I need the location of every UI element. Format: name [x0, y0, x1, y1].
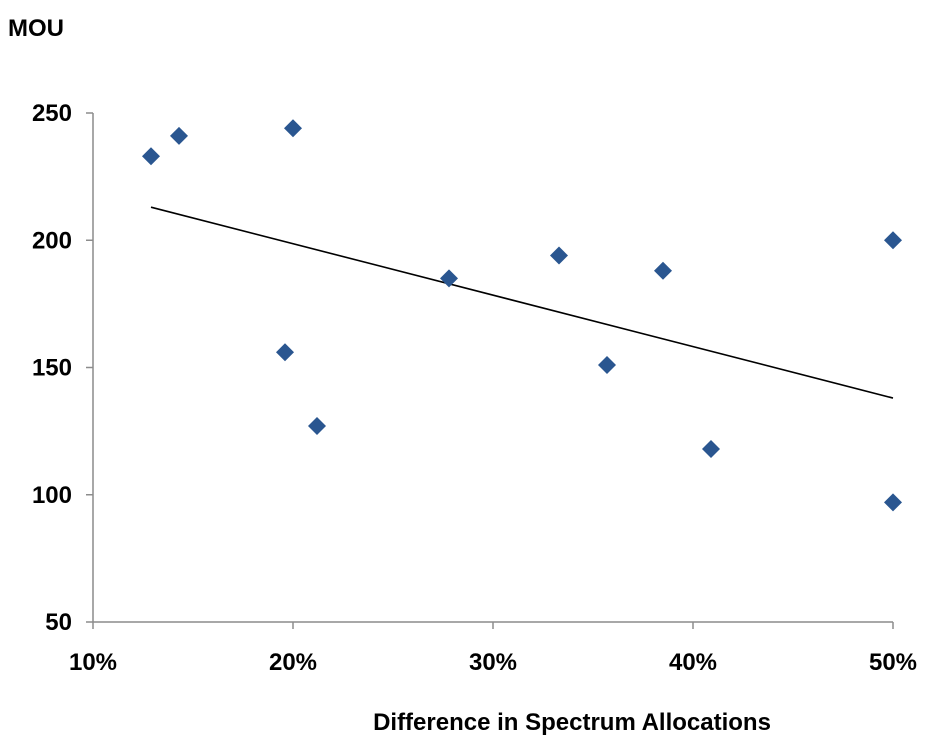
axes: 50 100 150 200 250 10% 20% 30% 40% 50% [32, 100, 917, 676]
y-tick-label: 200 [32, 227, 72, 254]
data-points [142, 119, 902, 512]
data-point [308, 417, 326, 436]
x-tick-label: 10% [69, 649, 117, 676]
data-point [550, 246, 568, 265]
data-point [142, 147, 160, 166]
data-point [702, 439, 720, 458]
y-axis-title: MOU [8, 15, 64, 42]
y-tick-label: 150 [32, 355, 72, 382]
data-point [884, 493, 902, 512]
x-tick-label: 30% [469, 649, 517, 676]
data-point [440, 269, 458, 288]
y-tick-label: 50 [45, 609, 72, 636]
data-point [654, 261, 672, 280]
y-tick-label: 100 [32, 482, 72, 509]
data-point [884, 231, 902, 250]
x-axis-title: Difference in Spectrum Allocations [373, 709, 771, 736]
x-tick-label: 50% [869, 649, 917, 676]
trendline-layer [150, 206, 894, 399]
data-point [170, 126, 188, 145]
trendline [150, 206, 894, 399]
data-point [276, 343, 294, 362]
data-point [598, 355, 616, 374]
y-tick-label: 250 [32, 100, 72, 127]
x-tick-label: 40% [669, 649, 717, 676]
data-point [284, 119, 302, 138]
x-tick-label: 20% [269, 649, 317, 676]
